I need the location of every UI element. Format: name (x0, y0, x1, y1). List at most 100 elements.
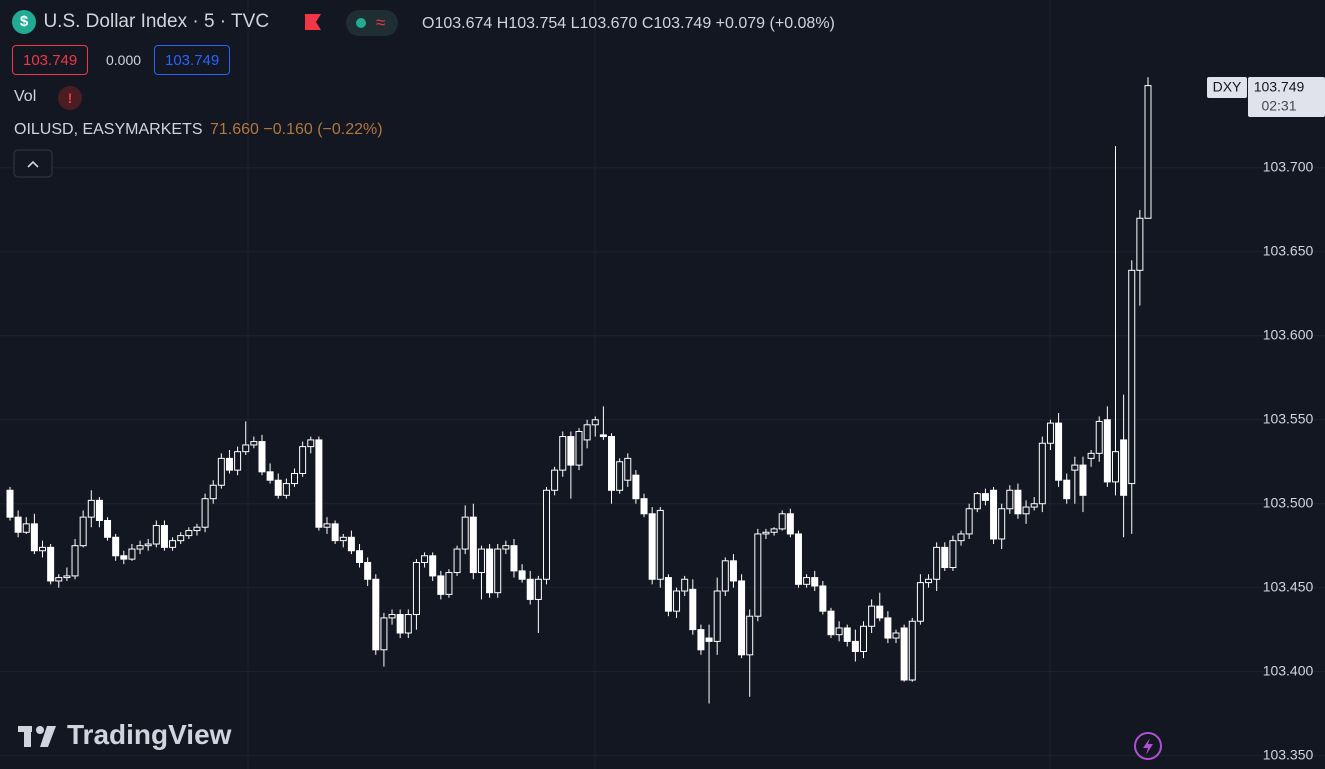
candle-body (648, 513, 656, 580)
candle-body (591, 419, 599, 426)
y-tick-label: 103.500 (1263, 494, 1314, 510)
candle-body (47, 546, 55, 582)
close-value: 103.749 (653, 15, 712, 32)
candle-body (258, 441, 266, 473)
candle-body (331, 523, 339, 542)
buy-box[interactable]: 103.749 (154, 45, 231, 75)
candle-body (469, 516, 477, 574)
candle-body (770, 528, 778, 533)
symbol-title[interactable]: U.S. Dollar Index · 5 · TVC (43, 11, 270, 32)
collapse-button[interactable] (13, 149, 53, 178)
logo-shape (36, 726, 44, 734)
candle-body (87, 499, 95, 518)
lightning-button[interactable] (1134, 732, 1162, 760)
candle-body (1095, 420, 1103, 454)
candle-body (63, 575, 71, 579)
candle-body (1022, 506, 1030, 515)
y-tick-label: 103.550 (1263, 410, 1314, 426)
candle-body (39, 546, 47, 552)
candle-body (900, 627, 908, 681)
logo-mark (18, 726, 56, 747)
candle-body (518, 570, 526, 580)
candle-body (705, 637, 713, 642)
candle-body (461, 516, 469, 550)
candle-body (681, 578, 689, 592)
candle-body (778, 513, 786, 530)
candle-body (949, 540, 957, 569)
candle-body (843, 627, 851, 642)
candle-body (827, 610, 835, 636)
candle-body (356, 550, 364, 563)
alert-icon[interactable]: ! (58, 86, 82, 110)
candle-body (274, 479, 282, 496)
candle-body (941, 546, 949, 569)
high-label: H (496, 15, 509, 32)
candle-body (429, 555, 437, 577)
price-label-bg (1248, 77, 1325, 117)
candle-body (225, 457, 233, 471)
candle-body (697, 629, 705, 651)
candle-body (291, 472, 298, 485)
candle-body (1136, 217, 1144, 271)
candle-body (616, 461, 624, 491)
candle-body (79, 516, 87, 547)
price-label: DXY 103.749 02:31 (1207, 77, 1325, 117)
candle-body (421, 555, 429, 563)
candle-body (95, 499, 103, 522)
flag-icon[interactable] (304, 13, 322, 31)
candle-body (169, 540, 177, 548)
sell-box[interactable]: 103.749 (12, 45, 89, 75)
price-label-symbol: DXY (1213, 79, 1242, 95)
candle-body (502, 545, 510, 550)
candle-body (55, 577, 63, 582)
candle-body (323, 523, 331, 528)
candle-body (542, 489, 550, 580)
candle-body (234, 451, 242, 471)
low-label: L (570, 15, 580, 32)
status-pill[interactable]: ≈ (346, 10, 398, 36)
change-value: +0.079 (715, 15, 766, 32)
candle-body (372, 578, 380, 651)
candle-body (803, 577, 811, 585)
candle-body (380, 617, 388, 651)
candle-body (860, 625, 867, 652)
candle-body (120, 555, 128, 560)
candle-body (104, 520, 112, 538)
candle-body (412, 561, 420, 616)
candle-body (404, 614, 412, 634)
candle-body (453, 548, 461, 574)
candle-body (916, 582, 924, 622)
candle-body (209, 484, 217, 500)
status-dot (356, 18, 366, 28)
candle-body (486, 548, 494, 594)
candle-body (1103, 419, 1111, 483)
candle-body (786, 513, 794, 535)
candle-body (1038, 442, 1046, 505)
candle-body (656, 509, 664, 580)
candle-body (868, 605, 876, 627)
candle-body (551, 469, 559, 491)
candle-body (925, 578, 933, 584)
y-tick-label: 103.600 (1263, 327, 1314, 343)
candle-body (1120, 439, 1128, 496)
candle-body (307, 439, 315, 448)
candle-body (851, 640, 859, 652)
candle-body (794, 533, 802, 585)
candle-body (128, 548, 136, 560)
currency-icon: $ (12, 10, 36, 34)
price-label-price: 103.749 (1254, 79, 1305, 95)
logo-shape (24, 726, 31, 747)
candle-body (664, 577, 672, 612)
candle-body (144, 543, 152, 547)
candle-body (217, 457, 225, 486)
open-value: 103.674 (434, 15, 493, 32)
candle-body (1144, 85, 1152, 219)
candle-body (608, 436, 616, 491)
candle-body (477, 548, 485, 574)
candle-body (14, 516, 22, 533)
y-tick-label: 103.450 (1263, 578, 1314, 594)
spread: 0.000 (106, 52, 142, 68)
candle-body (835, 627, 843, 636)
candle-body (729, 560, 737, 582)
